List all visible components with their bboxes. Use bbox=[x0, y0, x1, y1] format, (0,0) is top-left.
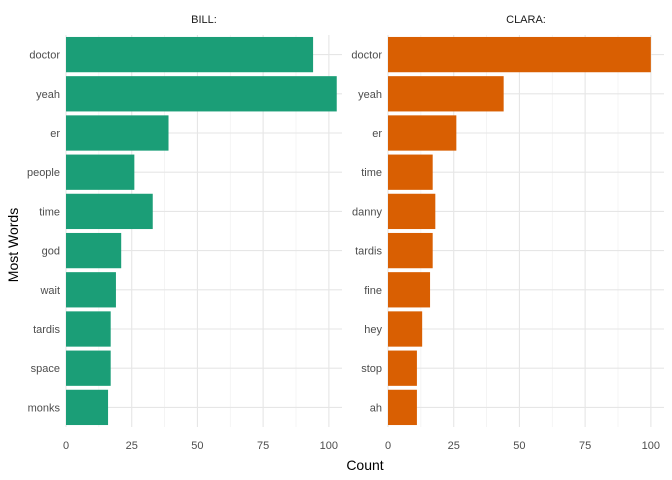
x-tick-label: 0 bbox=[385, 440, 391, 452]
bar-ah bbox=[388, 389, 417, 426]
y-tick-label: er bbox=[372, 128, 382, 140]
bar-er bbox=[388, 115, 457, 151]
bar-danny bbox=[388, 193, 436, 230]
y-tick-label: hey bbox=[364, 324, 382, 336]
y-tick-label: er bbox=[50, 128, 60, 140]
x-tick-label: 100 bbox=[320, 440, 338, 452]
x-tick-label: 50 bbox=[191, 440, 203, 452]
bar-monks bbox=[66, 389, 109, 426]
bar-space bbox=[66, 350, 111, 386]
bar-god bbox=[66, 232, 122, 269]
x-tick-label: 75 bbox=[257, 440, 269, 452]
panel-1: BILL: doctor yeah er people time god wait tardis… bbox=[27, 14, 342, 452]
y-tick-label: tardis bbox=[33, 324, 60, 336]
x-axis-title: Count bbox=[346, 457, 383, 473]
y-tick-label: fine bbox=[364, 285, 382, 297]
panel-title: CLARA: bbox=[506, 14, 546, 26]
bar-yeah bbox=[388, 76, 504, 112]
y-tick-label: tardis bbox=[355, 246, 382, 258]
y-tick-label: stop bbox=[361, 363, 382, 375]
bar-time bbox=[388, 154, 433, 190]
y-tick-label: danny bbox=[352, 206, 382, 218]
x-tick-label: 50 bbox=[513, 440, 525, 452]
bar-hey bbox=[388, 311, 423, 347]
x-tick-label: 75 bbox=[579, 440, 591, 452]
bar-doctor bbox=[66, 36, 314, 73]
y-tick-label: space bbox=[31, 363, 60, 375]
panels-layer: BILL: doctor yeah er people time god wait tardis… bbox=[27, 14, 664, 452]
bar-time bbox=[66, 193, 153, 230]
y-tick-label: yeah bbox=[36, 89, 60, 101]
x-tick-label: 100 bbox=[642, 440, 660, 452]
y-tick-label: god bbox=[42, 246, 60, 258]
x-tick-label: 0 bbox=[63, 440, 69, 452]
bar-doctor bbox=[388, 36, 651, 73]
bar-wait bbox=[66, 272, 116, 308]
y-tick-label: wait bbox=[39, 285, 60, 297]
y-tick-label: ah bbox=[370, 402, 382, 414]
y-tick-label: doctor bbox=[29, 50, 60, 62]
y-tick-label: monks bbox=[28, 402, 61, 414]
y-tick-label: time bbox=[361, 167, 382, 179]
x-tick-label: 25 bbox=[448, 440, 460, 452]
y-tick-label: time bbox=[39, 206, 60, 218]
y-tick-label: yeah bbox=[358, 89, 382, 101]
bar-stop bbox=[388, 350, 417, 386]
panel-title: BILL: bbox=[191, 14, 217, 26]
bar-fine bbox=[388, 272, 431, 308]
bar-tardis bbox=[66, 311, 111, 347]
bar-er bbox=[66, 115, 169, 151]
x-tick-label: 25 bbox=[126, 440, 138, 452]
bar-people bbox=[66, 154, 135, 190]
bar-tardis bbox=[388, 232, 433, 269]
y-tick-label: doctor bbox=[351, 50, 382, 62]
y-tick-label: people bbox=[27, 167, 60, 179]
bar-yeah bbox=[66, 76, 337, 112]
panel-2: CLARA: doctor yeah er time danny tardis fine hey… bbox=[351, 14, 664, 452]
y-axis-title: Most Words bbox=[5, 208, 21, 282]
